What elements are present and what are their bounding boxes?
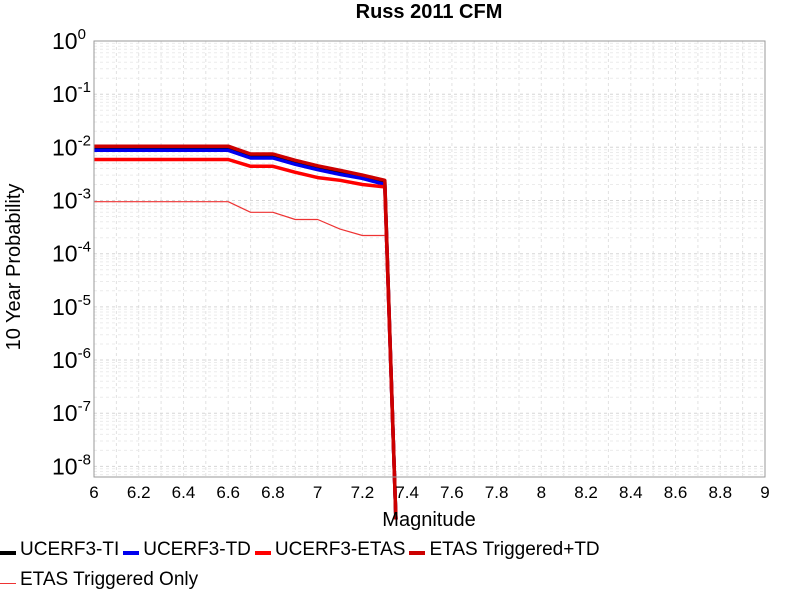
x-tick-label: 8.4	[619, 483, 643, 502]
x-tick-label: 6.6	[216, 483, 240, 502]
legend-row-2: ETAS Triggered Only	[0, 565, 800, 595]
x-tick-label: 8.8	[708, 483, 732, 502]
series-line-ucerf3-etas	[94, 157, 398, 520]
series-layer	[94, 144, 398, 520]
y-tick-label: 10-6	[52, 345, 91, 373]
legend-item-etas-triggered-td: ETAS Triggered+TD	[409, 539, 600, 561]
x-axis-label: Magnitude	[382, 509, 475, 531]
y-tick-labels: 100 10-1 10-2 10-3 10-4 10-5 10-6 10-7 10-8	[52, 26, 91, 479]
legend-item-etas-triggered-only: ETAS Triggered Only	[0, 569, 198, 591]
legend-swatch-etas-triggered-only	[0, 582, 16, 584]
y-tick-label: 10-8	[52, 451, 91, 479]
y-tick-label: 10-1	[52, 79, 91, 107]
legend-swatch-ucerf3-etas	[254, 551, 271, 555]
legend-label-etas-triggered-td: ETAS Triggered+TD	[429, 539, 600, 560]
y-tick-label: 100	[52, 26, 86, 54]
y-tick-label: 10-3	[52, 186, 91, 214]
legend-label-ucerf3-ti: UCERF3-TI	[20, 539, 120, 560]
legend-label-ucerf3-etas: UCERF3-ETAS	[274, 539, 406, 560]
x-tick-label: 7.2	[351, 483, 375, 502]
legend: UCERF3-TI UCERF3-TD UCERF3-ETAS ETAS Tri…	[0, 535, 800, 595]
legend-row-1: UCERF3-TI UCERF3-TD UCERF3-ETAS ETAS Tri…	[0, 535, 800, 565]
series-line-ucerf3-td	[94, 148, 398, 520]
legend-swatch-ucerf3-td	[123, 551, 140, 555]
y-tick-label: 10-7	[52, 398, 91, 426]
y-axis-label: 10 Year Probability	[3, 184, 25, 351]
x-tick-labels: 6 6.2 6.4 6.6 6.8 7 7.2 7.4 7.6 7.8 8 8.2 8.4 8.6 8.8 9	[89, 483, 769, 502]
x-tick-label: 7.6	[440, 483, 464, 502]
x-tick-label: 7.8	[485, 483, 509, 502]
legend-label-ucerf3-td: UCERF3-TD	[143, 539, 251, 560]
y-tick-label: 10-5	[52, 292, 91, 320]
x-tick-label: 6.8	[261, 483, 285, 502]
legend-swatch-ucerf3-ti	[0, 551, 16, 555]
plot-frame	[93, 40, 766, 478]
legend-swatch-etas-triggered-td	[409, 551, 426, 555]
legend-label-etas-triggered-only: ETAS Triggered Only	[20, 569, 199, 590]
x-tick-label: 6	[89, 483, 98, 502]
y-tick-label: 10-2	[52, 132, 91, 160]
y-tick-label: 10-4	[52, 239, 91, 267]
series-line-etas-triggered-only	[94, 201, 385, 237]
x-tick-label: 6.2	[127, 483, 151, 502]
x-tick-label: 8.6	[664, 483, 688, 502]
x-tick-label: 7.4	[395, 483, 419, 502]
legend-item-ucerf3-etas: UCERF3-ETAS	[254, 539, 406, 561]
x-tick-label: 8.2	[574, 483, 598, 502]
series-line-etas-triggered-td	[94, 144, 398, 520]
legend-item-ucerf3-td: UCERF3-TD	[123, 539, 251, 561]
x-tick-label: 6.4	[172, 483, 196, 502]
legend-item-ucerf3-ti: UCERF3-TI	[0, 539, 119, 561]
grid-lines	[93, 40, 766, 477]
x-tick-label: 9	[760, 483, 769, 502]
x-tick-label: 7	[313, 483, 322, 502]
chart-title: Russ 2011 CFM	[356, 1, 503, 23]
x-tick-label: 8	[537, 483, 546, 502]
